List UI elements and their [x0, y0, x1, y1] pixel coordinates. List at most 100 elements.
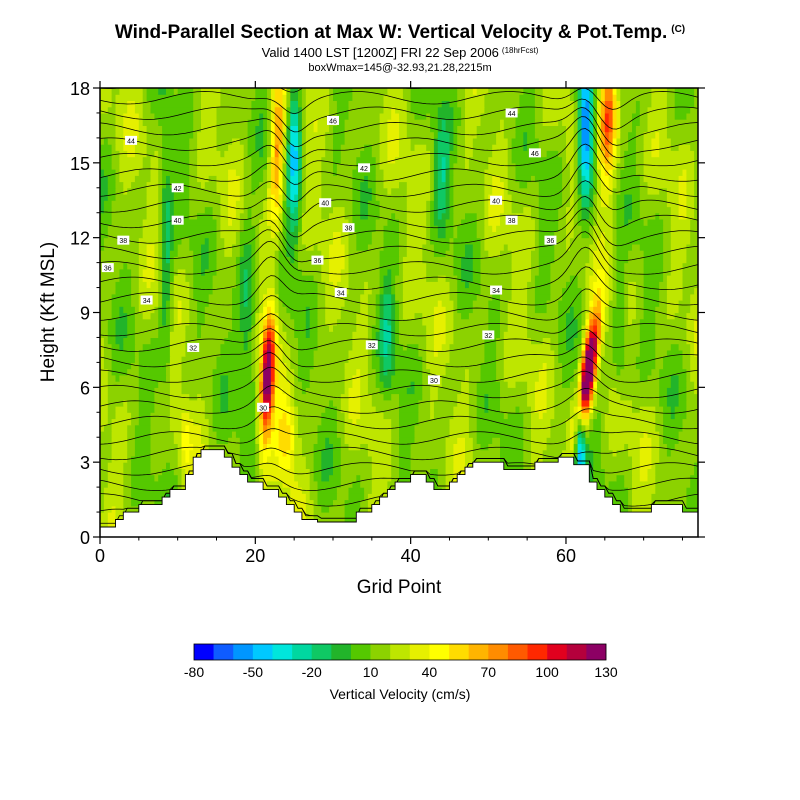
velocity-cell [500, 455, 524, 463]
velocity-cell [604, 100, 614, 108]
colorbar-swatch [350, 644, 371, 660]
velocity-cell [647, 112, 668, 120]
velocity-cell [169, 300, 175, 307]
contour-label: 36 [101, 263, 114, 273]
velocity-cell [181, 443, 194, 451]
velocity-cell [352, 181, 361, 189]
velocity-cell [185, 455, 190, 463]
velocity-cell [604, 144, 610, 151]
velocity-cell [550, 293, 563, 301]
velocity-cell [484, 212, 489, 220]
velocity-cell [391, 293, 396, 301]
velocity-cell [360, 212, 369, 220]
velocity-cell [290, 200, 299, 208]
velocity-cell [643, 256, 664, 264]
velocity-cell [550, 275, 571, 282]
velocity-cell [270, 318, 276, 326]
velocity-cell [282, 131, 287, 139]
velocity-cell [259, 150, 264, 158]
velocity-cell [131, 468, 152, 476]
velocity-cell [259, 349, 264, 357]
velocity-cell [255, 281, 260, 289]
velocity-cell [585, 300, 590, 307]
svg-text:32: 32 [368, 343, 376, 350]
velocity-cell [208, 437, 218, 444]
velocity-cell [632, 119, 641, 126]
velocity-cell [158, 325, 171, 332]
velocity-cell [193, 281, 214, 289]
velocity-cell [542, 337, 552, 345]
velocity-cell [465, 250, 474, 257]
velocity-cell [100, 368, 109, 376]
velocity-cell [406, 219, 427, 226]
velocity-cell [313, 474, 322, 482]
velocity-cell [235, 200, 245, 208]
velocity-cell [111, 293, 132, 301]
velocity-cell [608, 268, 614, 276]
velocity-cell [534, 275, 551, 282]
velocity-cell [360, 306, 369, 314]
velocity-cell [686, 243, 698, 251]
velocity-cell [597, 300, 602, 307]
velocity-cell [100, 312, 113, 320]
velocity-cell [154, 406, 171, 413]
velocity-cell [391, 381, 412, 388]
velocity-cell [503, 200, 513, 208]
velocity-cell [255, 94, 268, 101]
velocity-cell [449, 287, 458, 295]
velocity-cell [608, 281, 614, 289]
velocity-cell [624, 306, 629, 314]
velocity-cell [321, 505, 330, 513]
velocity-cell [197, 306, 206, 314]
velocity-cell [267, 412, 272, 420]
velocity-cell [577, 381, 583, 388]
velocity-cell [169, 337, 186, 345]
velocity-cell [612, 150, 618, 158]
velocity-cell [558, 337, 567, 345]
velocity-cell [375, 406, 400, 413]
velocity-cell [593, 94, 598, 101]
velocity-cell [138, 381, 159, 388]
velocity-cell [162, 212, 167, 220]
velocity-cell [670, 231, 691, 239]
velocity-cell [352, 337, 369, 345]
velocity-cell [305, 169, 322, 176]
velocity-cell [604, 480, 610, 488]
velocity-cell [243, 156, 253, 164]
velocity-cell [352, 343, 369, 351]
velocity-cell [173, 206, 190, 214]
velocity-cell [138, 362, 167, 370]
velocity-cell [100, 381, 109, 388]
velocity-cell [659, 293, 668, 301]
velocity-cell [309, 368, 346, 376]
velocity-cell [523, 206, 532, 214]
velocity-cell [632, 125, 637, 133]
velocity-cell [659, 431, 664, 438]
velocity-cell [177, 462, 183, 469]
velocity-cell [239, 231, 256, 239]
velocity-cell [255, 125, 264, 133]
velocity-cell [301, 100, 307, 108]
velocity-cell [488, 331, 501, 338]
velocity-cell [255, 474, 260, 482]
velocity-cell [581, 306, 586, 314]
velocity-cell [558, 312, 567, 320]
velocity-cell [589, 381, 594, 388]
velocity-cell [134, 356, 140, 363]
velocity-cell [453, 462, 466, 469]
velocity-cell [441, 100, 451, 108]
velocity-cell [169, 387, 183, 395]
velocity-cell [127, 399, 140, 407]
velocity-cell [651, 437, 660, 444]
velocity-cell [259, 362, 264, 370]
velocity-cell [115, 137, 124, 145]
velocity-cell [391, 418, 400, 426]
velocity-cell [433, 137, 439, 145]
velocity-cell [158, 150, 163, 158]
velocity-cell [158, 281, 163, 289]
velocity-cell [255, 362, 260, 370]
velocity-cell [201, 125, 218, 133]
velocity-cell [670, 256, 687, 264]
velocity-cell [554, 250, 590, 257]
velocity-cell [569, 406, 575, 413]
